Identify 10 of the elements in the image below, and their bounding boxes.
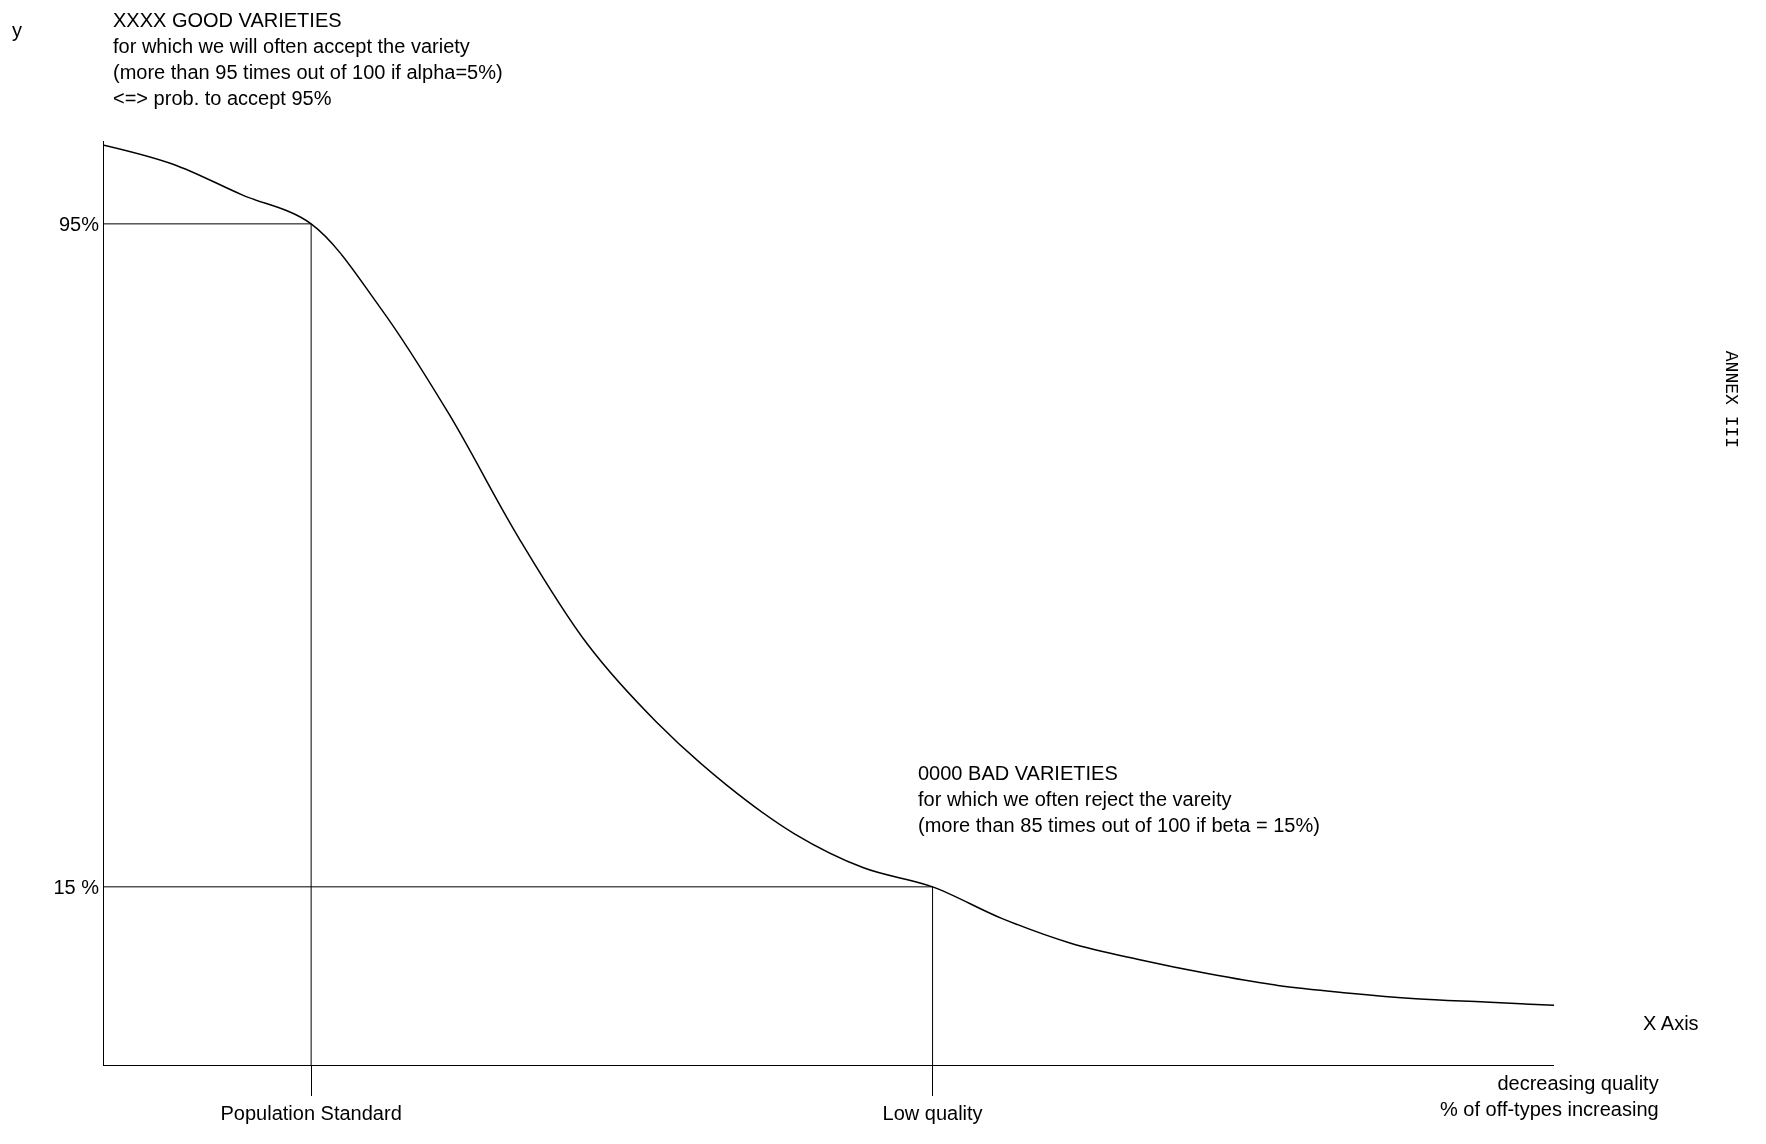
annotation: 0000 BAD VARIETIES for which we often reject the vareity (more than 85 times out of 100 if beta = 15%) <box>918 762 1320 836</box>
text: ANNEX III <box>1720 350 1741 449</box>
x-tick-label: Population Standard <box>220 1102 402 1124</box>
text: decreasing quality % of off-types increasing <box>1440 1072 1659 1120</box>
text: y <box>12 19 22 41</box>
x-axis-title: X Axis <box>1643 1012 1699 1034</box>
y-tick-label: 95% <box>58 212 100 235</box>
x-tick-label: Low quality <box>882 1102 983 1124</box>
y-tick-label: 15 % <box>53 875 100 898</box>
text: XXXX GOOD VARIETIES for which we will often accept the variety (more than 95 times out of 100 if alpha=5%) <=> prob. to accept 95% <box>113 9 503 109</box>
